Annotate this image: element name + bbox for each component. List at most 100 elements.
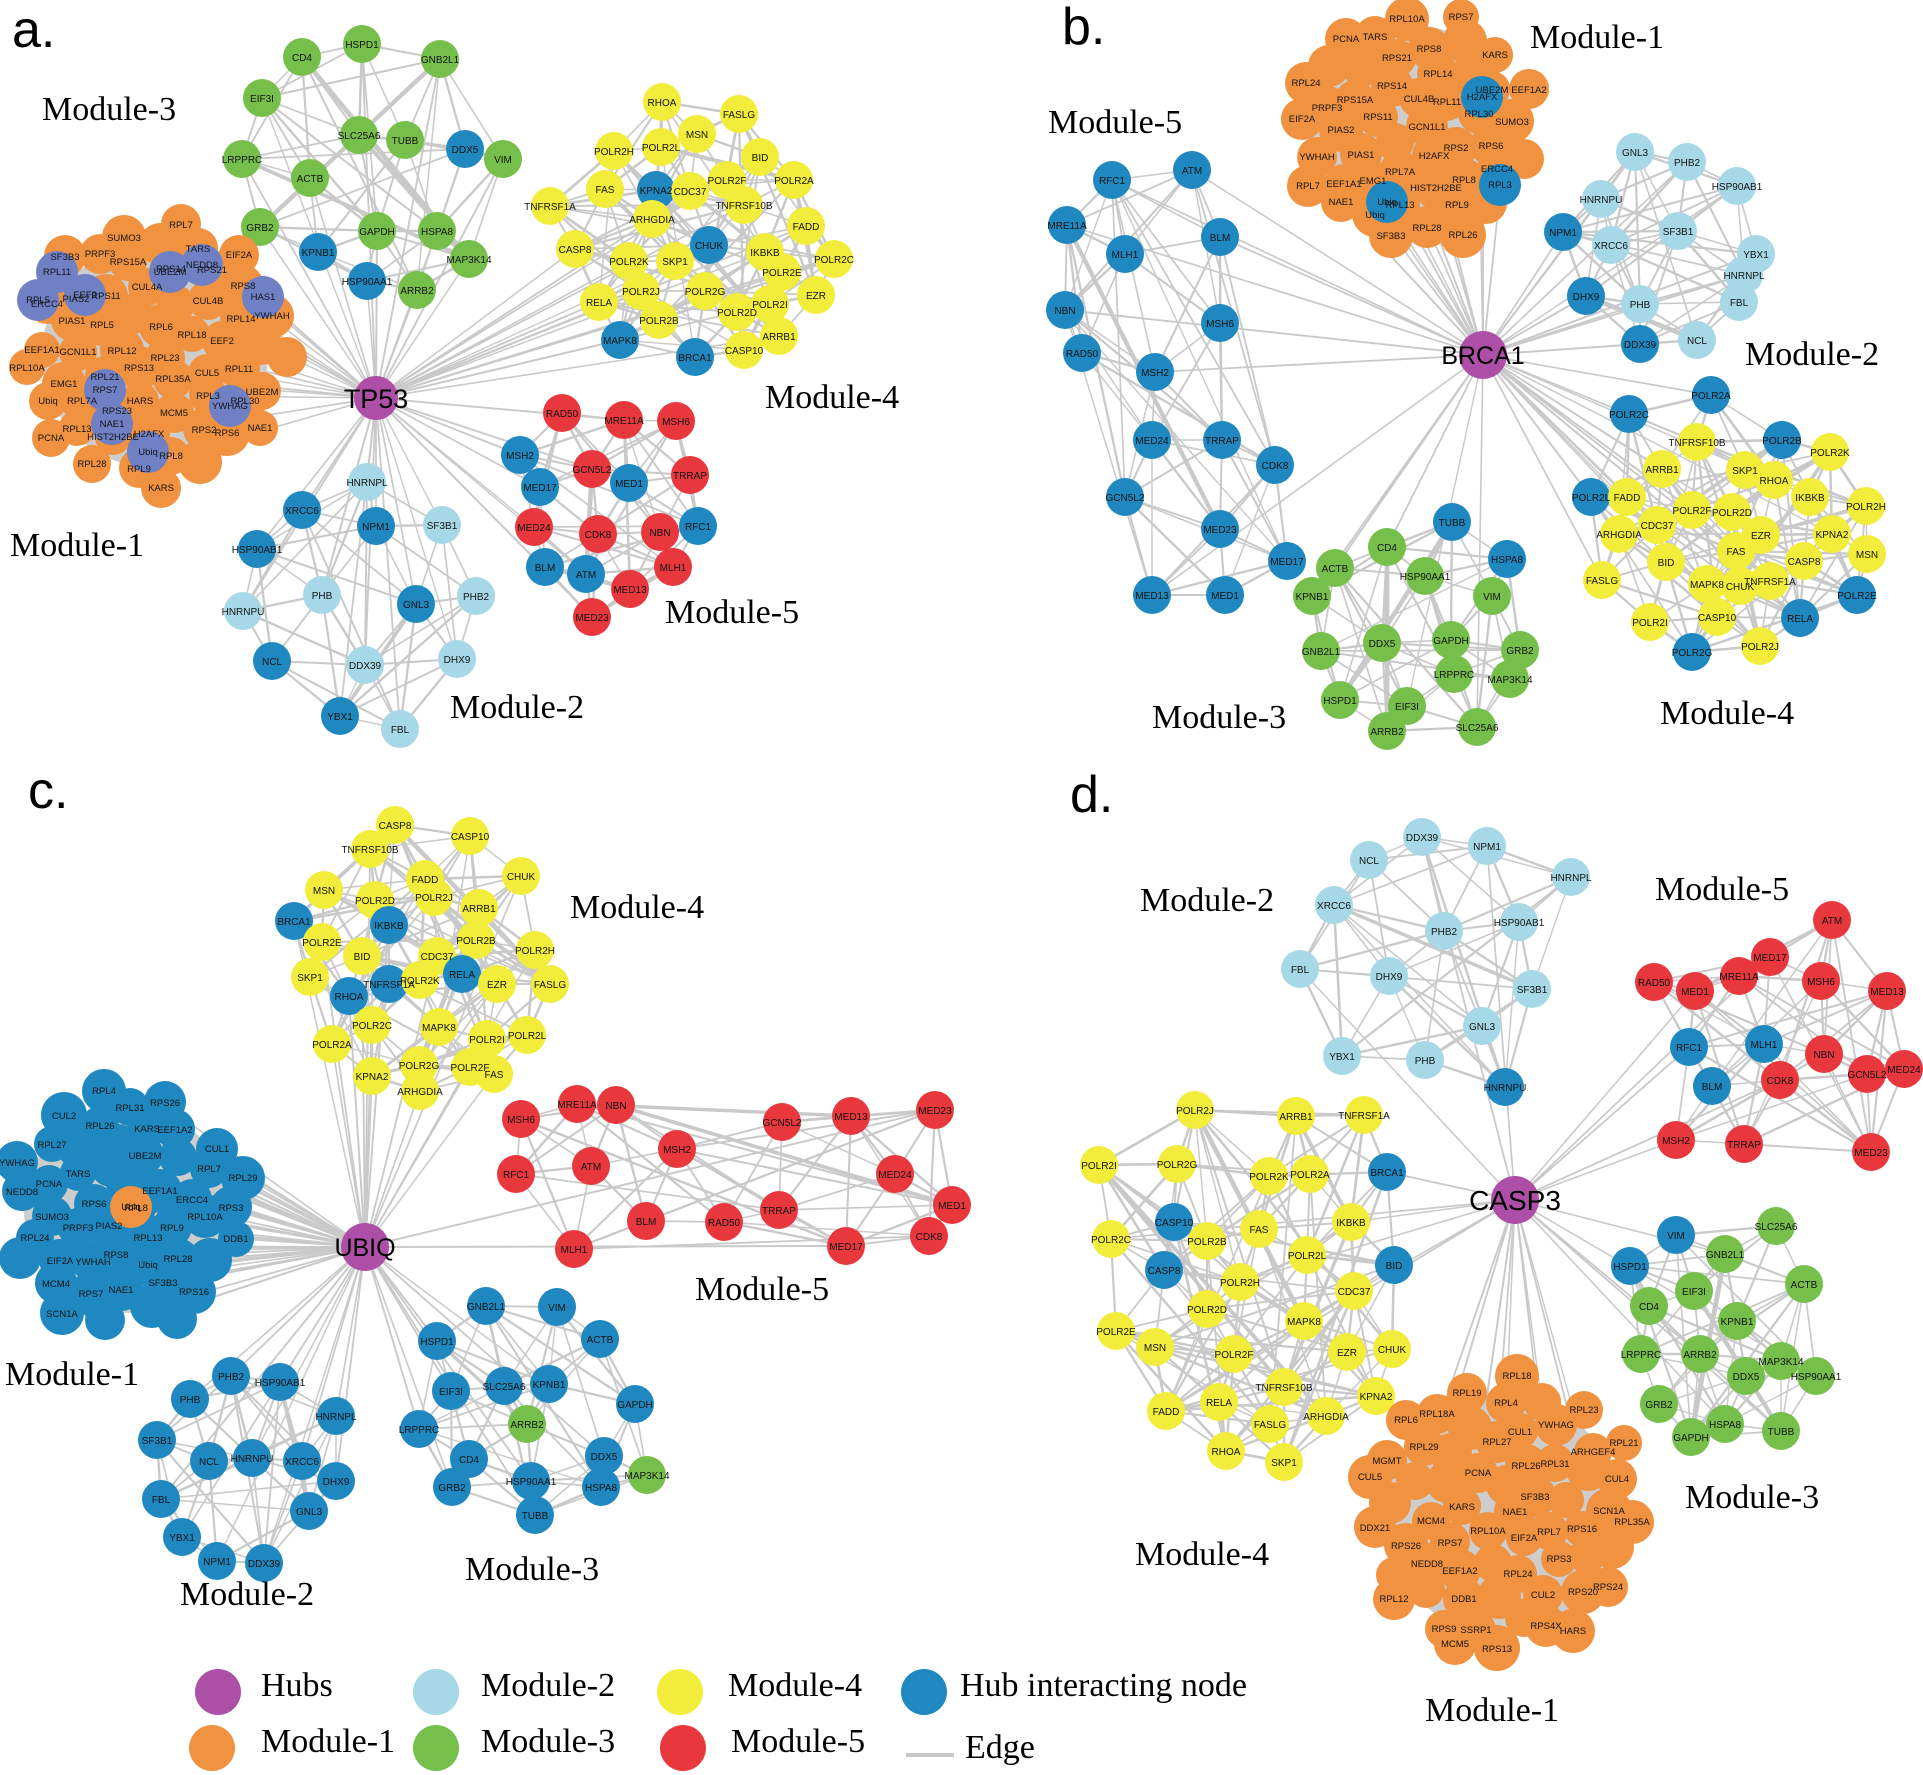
svg-text:HNRNPU: HNRNPU [231, 1454, 274, 1465]
svg-text:DDX39: DDX39 [1406, 833, 1439, 844]
svg-text:RPS13: RPS13 [1482, 1644, 1512, 1655]
svg-text:Module-3: Module-3 [1152, 699, 1286, 736]
svg-text:MSH2: MSH2 [663, 1145, 691, 1156]
svg-text:MAP3K14: MAP3K14 [624, 1471, 669, 1482]
svg-text:RPL10A: RPL10A [1389, 14, 1425, 25]
svg-text:RPL11: RPL11 [43, 267, 71, 278]
svg-text:ARRB2: ARRB2 [400, 286, 434, 297]
svg-text:d.: d. [1070, 766, 1113, 824]
svg-text:EIF3I: EIF3I [439, 1387, 463, 1398]
svg-text:ARHGDIA: ARHGDIA [629, 215, 675, 226]
svg-text:ARHGEF4: ARHGEF4 [1571, 1447, 1616, 1458]
svg-text:RPL21: RPL21 [1609, 1438, 1638, 1449]
svg-text:MED1: MED1 [1681, 987, 1709, 998]
svg-text:FADD: FADD [793, 222, 820, 233]
svg-text:PHB2: PHB2 [463, 592, 490, 603]
svg-text:IKBKB: IKBKB [750, 248, 780, 259]
svg-text:FBL: FBL [1291, 965, 1310, 976]
svg-text:RPL14: RPL14 [226, 314, 255, 325]
svg-text:NEDD8: NEDD8 [1411, 1559, 1443, 1570]
svg-text:CHUK: CHUK [695, 241, 724, 252]
svg-text:YBX1: YBX1 [1329, 1052, 1355, 1063]
svg-text:GNL3: GNL3 [1622, 148, 1649, 159]
svg-text:RPS8: RPS8 [1417, 44, 1442, 55]
svg-text:Ubiq: Ubiq [1365, 210, 1385, 221]
svg-text:MAPK8: MAPK8 [1287, 1317, 1321, 1328]
svg-text:EZR: EZR [806, 291, 826, 302]
svg-text:SKP1: SKP1 [297, 973, 323, 984]
svg-text:DDX21: DDX21 [1360, 1523, 1391, 1534]
svg-text:MLH1: MLH1 [1751, 1040, 1778, 1051]
svg-text:MAP3K14: MAP3K14 [1758, 1357, 1803, 1368]
svg-text:CASP10: CASP10 [1155, 1218, 1194, 1229]
svg-text:GCN1L1: GCN1L1 [60, 347, 97, 358]
svg-text:HNRNPU: HNRNPU [222, 607, 265, 618]
svg-text:RPL7: RPL7 [1296, 181, 1320, 192]
svg-text:MSH6: MSH6 [1206, 319, 1234, 330]
svg-text:SUMO3: SUMO3 [107, 233, 141, 244]
svg-text:SKP1: SKP1 [1271, 1458, 1297, 1469]
svg-text:POLR2H: POLR2H [1846, 502, 1886, 513]
svg-text:TARS: TARS [186, 244, 211, 255]
svg-text:RPL27: RPL27 [37, 1140, 66, 1151]
svg-text:TRRAP: TRRAP [762, 1206, 796, 1217]
svg-text:EIF2A: EIF2A [226, 250, 253, 261]
svg-text:SF3B1: SF3B1 [142, 1436, 173, 1447]
svg-text:RHOA: RHOA [1212, 1447, 1241, 1458]
svg-text:SF3B1: SF3B1 [1663, 227, 1694, 238]
svg-text:RPL28: RPL28 [1412, 223, 1441, 234]
svg-text:LRPPRC: LRPPRC [1434, 670, 1475, 681]
svg-text:HSPA8: HSPA8 [421, 227, 453, 238]
svg-text:RPS6: RPS6 [215, 428, 240, 439]
svg-text:EIF2A: EIF2A [1511, 1533, 1538, 1544]
svg-text:CDK8: CDK8 [1767, 1076, 1794, 1087]
svg-text:GNL3: GNL3 [1469, 1022, 1496, 1033]
svg-text:CASP8: CASP8 [1148, 1266, 1181, 1277]
svg-text:KPNB1: KPNB1 [1721, 1317, 1754, 1328]
svg-text:RAD50: RAD50 [1638, 978, 1671, 989]
svg-text:MSH2: MSH2 [1662, 1136, 1690, 1147]
svg-text:RPS8: RPS8 [104, 1250, 129, 1261]
svg-text:NAE1: NAE1 [248, 423, 273, 434]
svg-text:ARRB2: ARRB2 [1683, 1350, 1717, 1361]
svg-text:ATM: ATM [1182, 166, 1202, 177]
svg-text:POLR2F: POLR2F [451, 1063, 490, 1074]
svg-text:NAE1: NAE1 [109, 1285, 134, 1296]
svg-text:RPS11: RPS11 [1363, 112, 1392, 123]
svg-text:RPL4: RPL4 [92, 1086, 116, 1097]
svg-text:RPL7: RPL7 [169, 220, 193, 231]
svg-text:PIAS2: PIAS2 [63, 294, 90, 305]
svg-text:Hubs: Hubs [261, 1667, 333, 1704]
svg-text:NCL: NCL [199, 1457, 219, 1468]
svg-text:MCM5: MCM5 [160, 408, 188, 419]
svg-text:SLC25A6: SLC25A6 [483, 1382, 526, 1393]
svg-text:KARS: KARS [148, 483, 174, 494]
svg-text:UBE2M: UBE2M [246, 387, 279, 398]
svg-text:HNRNPU: HNRNPU [1580, 195, 1623, 206]
svg-text:POLR2I: POLR2I [752, 300, 788, 311]
svg-text:Module-3: Module-3 [1685, 1479, 1819, 1516]
svg-text:DHX9: DHX9 [444, 655, 471, 666]
svg-text:Module-1: Module-1 [1530, 19, 1664, 56]
svg-text:FAS: FAS [596, 185, 615, 196]
svg-text:BID: BID [354, 952, 371, 963]
svg-text:GCN1L1: GCN1L1 [1409, 122, 1446, 133]
svg-text:ERCC4: ERCC4 [176, 1195, 208, 1206]
svg-text:MED23: MED23 [1854, 1148, 1888, 1159]
svg-text:BRCA1: BRCA1 [1370, 1168, 1404, 1179]
svg-text:MAPK8: MAPK8 [603, 336, 637, 347]
svg-text:RPL13: RPL13 [133, 1233, 162, 1244]
svg-text:NEDD8: NEDD8 [186, 260, 218, 271]
svg-text:RPL24: RPL24 [1291, 78, 1320, 89]
svg-text:FASLG: FASLG [1254, 1420, 1286, 1431]
svg-text:SSRP1: SSRP1 [1460, 1625, 1491, 1636]
svg-text:TUBB: TUBB [1439, 518, 1466, 529]
svg-text:CDC37: CDC37 [1338, 1287, 1371, 1298]
svg-text:XRCC6: XRCC6 [285, 1457, 319, 1468]
svg-text:CHUK: CHUK [1378, 1345, 1407, 1356]
svg-text:FADD: FADD [1614, 493, 1641, 504]
svg-text:POLR2J: POLR2J [415, 893, 453, 904]
svg-text:DDX5: DDX5 [591, 1452, 618, 1463]
svg-text:POLR2H: POLR2H [1220, 1278, 1260, 1289]
svg-text:ARRB1: ARRB1 [1645, 465, 1679, 476]
